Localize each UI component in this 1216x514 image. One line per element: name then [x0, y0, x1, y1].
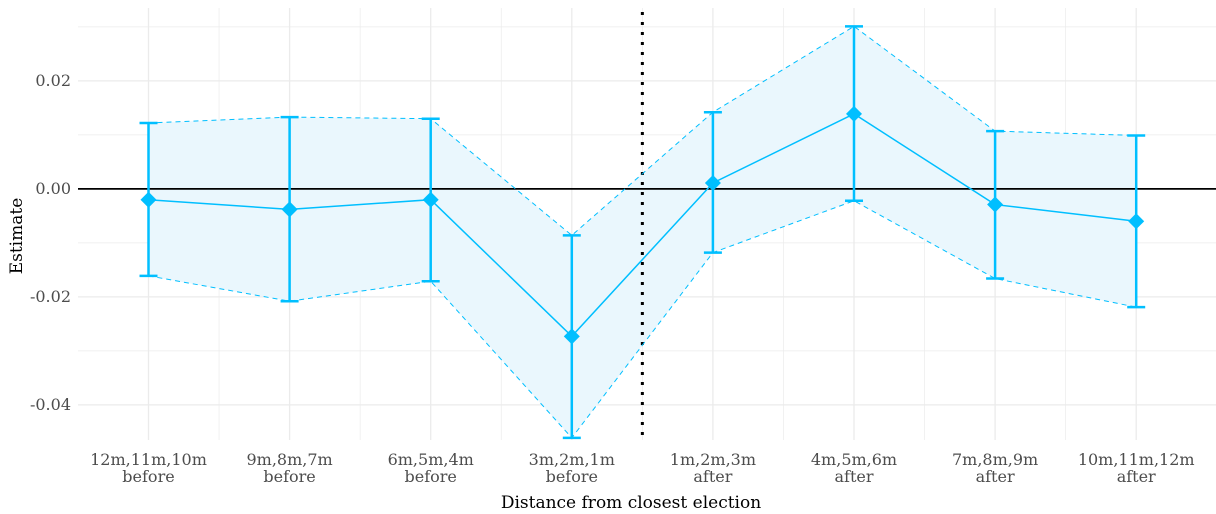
x-tick-label: 4m,5m,6m after — [811, 450, 897, 486]
estimate-point — [422, 191, 439, 208]
y-tick-label: -0.04 — [30, 395, 71, 414]
estimate-point — [140, 191, 157, 208]
estimate-point — [281, 201, 298, 218]
x-tick-label: 3m,2m,1m before — [529, 450, 615, 486]
x-tick-label: 1m,2m,3m after — [670, 450, 756, 486]
x-tick-label-line: after — [976, 467, 1015, 486]
estimate-line — [148, 112, 1137, 338]
y-tick-label: 0.00 — [35, 179, 71, 198]
y-tick-label: -0.02 — [30, 287, 71, 306]
x-tick-label-line: before — [405, 467, 457, 486]
x-tick-label: 10m,11m,12m after — [1078, 450, 1195, 486]
x-tick-label-line: 1m,2m,3m — [670, 450, 756, 469]
x-tick-label: 12m,11m,10m before — [90, 450, 207, 486]
lower-bound-line — [148, 200, 1137, 439]
x-tick-label: 7m,8m,9m after — [952, 450, 1038, 486]
x-tick-label-line: before — [546, 467, 598, 486]
x-tick-label-line: 10m,11m,12m — [1078, 450, 1195, 469]
estimate-series — [148, 112, 1137, 338]
x-tick-label-line: 7m,8m,9m — [952, 450, 1038, 469]
x-tick-label-line: before — [122, 467, 174, 486]
y-tick-label: 0.02 — [35, 71, 71, 90]
x-tick-label-line: before — [263, 467, 315, 486]
x-tick-label-line: 4m,5m,6m — [811, 450, 897, 469]
x-tick-label-line: 3m,2m,1m — [529, 450, 615, 469]
y-axis-title: Estimate — [7, 198, 27, 275]
estimate-point — [846, 105, 862, 122]
x-tick-label-line: 6m,5m,4m — [388, 450, 474, 469]
x-tick-label-line: after — [693, 467, 732, 486]
estimate-point — [987, 196, 1004, 213]
x-tick-label-line: after — [1117, 467, 1156, 486]
upper-bound-line — [148, 25, 1137, 236]
estimate-points — [140, 105, 1145, 345]
estimate-point — [704, 174, 721, 191]
x-tick-label: 9m,8m,7m before — [246, 450, 332, 486]
estimate-point — [563, 328, 580, 345]
x-tick-label-line: after — [834, 467, 873, 486]
confidence-bounds — [148, 25, 1137, 439]
x-tick-label: 6m,5m,4m before — [388, 450, 474, 486]
estimate-point — [1128, 213, 1145, 230]
y-tick-labels: -0.04 -0.02 0.00 0.02 — [30, 71, 71, 414]
x-tick-label-line: 12m,11m,10m — [90, 450, 207, 469]
x-axis-title: Distance from closest election — [501, 493, 761, 513]
x-tick-label-line: 9m,8m,7m — [246, 450, 332, 469]
